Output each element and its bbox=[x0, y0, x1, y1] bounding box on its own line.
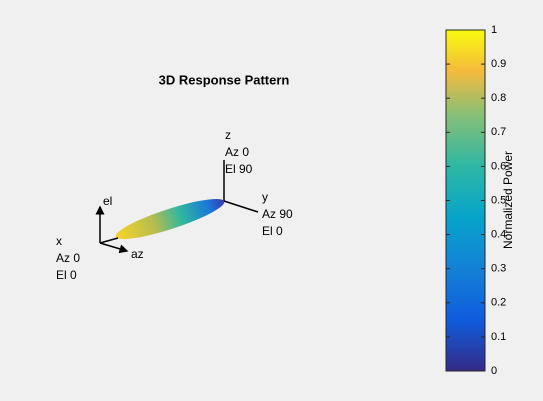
axis-label: z bbox=[225, 128, 231, 142]
axis-label: x bbox=[56, 234, 62, 248]
colorbar-tick-label: 0.7 bbox=[491, 126, 506, 138]
colorbar-tick-label: 0.3 bbox=[491, 263, 506, 275]
axis-label: El 90 bbox=[225, 162, 253, 176]
colorbar-tick-label: 0.6 bbox=[491, 160, 506, 172]
colorbar-label: Normalized Power bbox=[501, 151, 515, 249]
colorbar-tick-label: 0.9 bbox=[491, 58, 506, 70]
axis-label: El 0 bbox=[56, 268, 77, 282]
colorbar-tick-label: 0.2 bbox=[491, 297, 506, 309]
colorbar-tick-label: 0 bbox=[491, 365, 497, 377]
colorbar-tick-label: 0.1 bbox=[491, 331, 506, 343]
y-axis bbox=[223, 200, 259, 213]
axis-label: Az 90 bbox=[262, 207, 293, 221]
colorbar-tick-label: 0.5 bbox=[491, 194, 506, 206]
colorbar: Normalized Power 0 0.1 0.2 0.3 0.4 0.5 0.6 0.7 0… bbox=[445, 24, 515, 377]
colorbar-gradient bbox=[445, 29, 486, 372]
axis-label: El 0 bbox=[262, 224, 283, 238]
axis-label: az bbox=[131, 247, 144, 261]
colorbar-tick-label: 0.8 bbox=[491, 92, 506, 104]
axis-label: Az 0 bbox=[225, 145, 249, 159]
colorbar-tick-label: 1 bbox=[491, 24, 497, 36]
axis-label: y bbox=[262, 190, 268, 204]
response-lobe bbox=[115, 198, 225, 240]
chart-title: 3D Response Pattern bbox=[159, 72, 290, 87]
axis-label: el bbox=[103, 194, 112, 208]
axis-label: Az 0 bbox=[56, 251, 80, 265]
colorbar-tick-label: 0.4 bbox=[491, 229, 506, 241]
az-arrow bbox=[99, 242, 129, 254]
x-stub bbox=[99, 237, 119, 244]
